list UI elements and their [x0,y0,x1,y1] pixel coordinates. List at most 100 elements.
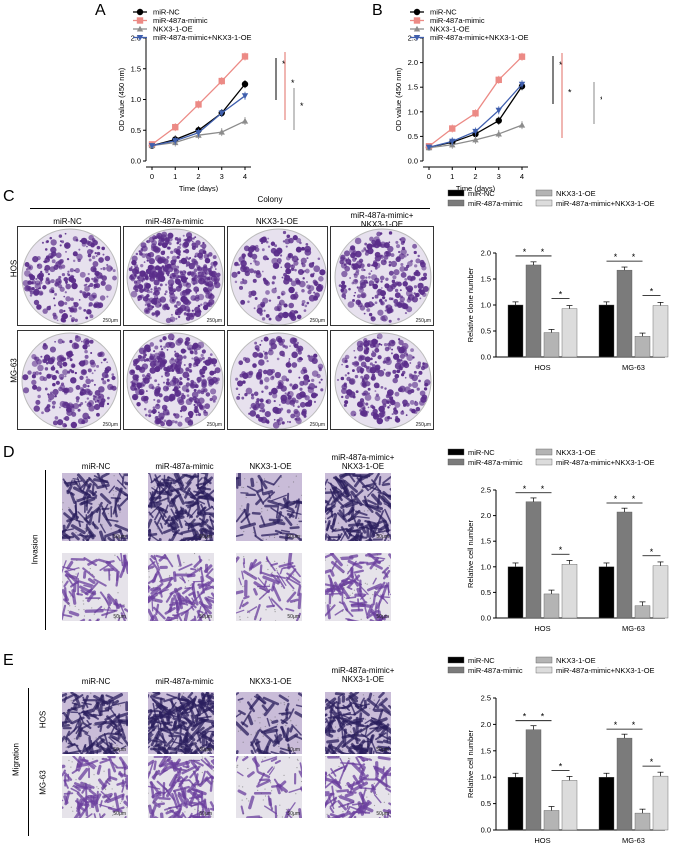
transwell-svg [236,553,302,621]
inv-col-label-mirnc: miR-NC [81,462,111,471]
membrane-pore [283,702,285,704]
membrane-pore [76,498,78,500]
colony-dot [312,272,315,275]
colony-dot [201,349,206,354]
colony-dot [388,260,392,264]
data-point [172,123,179,131]
stained-cell [370,738,378,754]
colony-dot [89,282,94,288]
legend-marker [413,17,421,24]
stained-cell [372,577,377,585]
colony-dot [186,312,191,317]
membrane-pore [180,747,182,749]
membrane-pore [103,707,105,709]
stained-cell [367,505,382,513]
stained-cell [268,596,275,608]
stained-cell [284,516,293,526]
membrane-pore [103,770,105,772]
colony-dot [185,238,190,243]
colony-dot [50,356,56,362]
stained-cell [77,708,94,715]
scale-bar-label: 50μm [287,811,300,817]
stained-cell [236,692,239,696]
colony-dot [54,292,58,296]
stained-cell [124,815,127,818]
colony-dot [371,274,378,281]
bar [543,593,560,619]
colony-dot [272,275,277,280]
data-point [495,76,502,84]
membrane-pore [282,534,284,536]
colony-dot [414,293,419,298]
colony-dot [179,409,183,413]
colony-dot [420,276,425,281]
x-tick-label: HOS [534,836,550,845]
colony-dot [353,274,358,279]
colony-dot [189,271,192,274]
colony-dot [401,410,404,413]
invasion-label: Invasion [30,534,40,565]
stained-cell [104,794,112,803]
membrane-pore [173,704,175,706]
stained-cell [197,609,204,614]
stained-cell [274,529,283,534]
colony-dot [89,359,95,365]
stained-cell [153,614,159,621]
colony-dot [141,363,149,370]
colony-dot [201,356,205,360]
transwell-svg [62,473,128,541]
stained-cell [189,765,201,779]
colony-dot [384,416,390,422]
colony-dot [262,297,269,304]
colony-dot [414,401,419,406]
colony-dot [264,355,268,360]
colony-dot [301,299,306,304]
transwell-image: 50μm [325,756,391,818]
colony-dot [49,346,57,353]
stained-cell [208,513,214,518]
stained-cell [357,703,370,708]
colony-dot [33,299,40,306]
membrane-pore [168,575,171,577]
membrane-pore [261,816,263,818]
colony-dot [261,317,266,321]
membrane-pore [78,736,80,738]
membrane-pore [111,513,113,515]
colony-dot [372,261,379,268]
stained-cell [239,599,244,610]
membrane-pore [241,510,243,512]
membrane-pore [385,785,387,788]
stained-cell [148,771,151,780]
colony-dot [177,275,181,279]
colony-dot [144,303,147,306]
colony-dot [379,290,387,297]
membrane-pore [362,694,364,696]
colony-dot [202,286,209,293]
colony-dot [166,378,170,382]
membrane-pore [204,473,206,475]
colony-dot [341,388,348,394]
stained-cell [206,524,213,532]
membrane-pore [331,746,333,749]
membrane-pore [117,704,119,706]
membrane-pore [74,605,76,607]
colony-dot [133,285,139,291]
colony-dot [399,265,406,272]
membrane-pore [299,715,301,718]
x-tick-label: 3 [220,172,224,181]
membrane-pore [375,747,377,749]
membrane-pore [114,510,116,513]
colony-dot [248,370,254,376]
membrane-pore [378,738,380,740]
stained-cell [123,800,128,808]
colony-dot [364,356,371,363]
stained-cell [78,805,86,812]
colony-dot [208,382,213,387]
membrane-pore [291,815,293,817]
colony-dot [70,297,74,301]
bar [507,566,524,619]
colony-dot [372,350,374,353]
stained-cell [203,800,209,816]
colony-dot [392,369,397,374]
membrane-pore [278,745,280,748]
